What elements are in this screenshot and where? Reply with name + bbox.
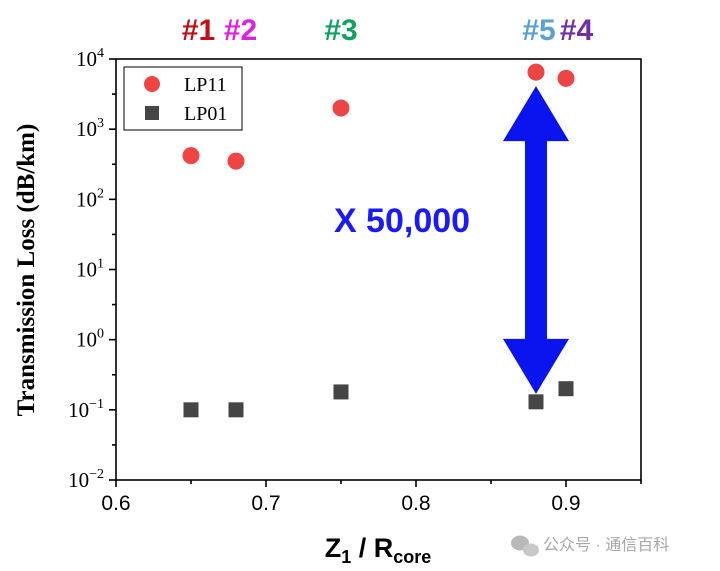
y-tick-label: 100	[76, 327, 104, 352]
double-arrow	[503, 86, 569, 394]
x-tick-label: 0.7	[251, 492, 280, 515]
arrow-shape	[503, 86, 569, 394]
x-axis-label: Z1 / Rcore	[325, 533, 432, 567]
point-lp01	[183, 402, 199, 418]
point-lp01	[528, 394, 544, 410]
fiber-label: #1	[182, 14, 215, 47]
x-tick-label: 0.6	[101, 492, 130, 515]
fiber-label: #4	[560, 14, 594, 47]
legend-box	[123, 66, 243, 131]
point-lp01	[333, 384, 349, 400]
data-points	[182, 63, 575, 418]
point-lp11	[182, 147, 200, 165]
y-axis-label: Transmission Loss (dB/km)	[13, 124, 40, 417]
fiber-label: #5	[522, 14, 555, 47]
point-lp11	[527, 63, 545, 81]
point-lp01	[228, 402, 244, 418]
legend-label-lp11: LP11	[184, 74, 227, 96]
legend-marker-lp11	[144, 76, 160, 92]
watermark: 公众号 · 通信百科	[511, 535, 669, 557]
y-tick-label: 104	[76, 46, 104, 71]
fiber-labels: #1 #2 #3 #5 #4	[182, 14, 594, 47]
y-tick-label: 102	[76, 186, 104, 211]
annotation-label: X 50,000	[334, 202, 470, 240]
y-tick-label: 101	[76, 257, 104, 282]
y-tick-label: 10−1	[68, 397, 104, 422]
axis-ticks: 0.6 0.7 0.8 0.9 10−2 10−1 100 101 102 103 104	[68, 46, 642, 515]
point-lp01	[558, 381, 574, 397]
fiber-label: #3	[324, 14, 357, 47]
y-tick-label: 103	[76, 116, 104, 141]
x-tick-label: 0.8	[401, 492, 430, 515]
x-tick-label: 0.9	[551, 492, 580, 515]
point-lp11	[227, 152, 245, 170]
legend: LP11 LP01	[123, 66, 243, 131]
fiber-label: #2	[224, 14, 257, 47]
legend-marker-lp01	[145, 106, 159, 120]
point-lp11	[557, 69, 575, 87]
watermark-text: 公众号 · 通信百科	[543, 536, 669, 554]
point-lp11	[332, 99, 350, 117]
wechat-icon	[511, 535, 539, 557]
y-tick-label: 10−2	[68, 467, 104, 492]
legend-label-lp01: LP01	[184, 103, 227, 125]
